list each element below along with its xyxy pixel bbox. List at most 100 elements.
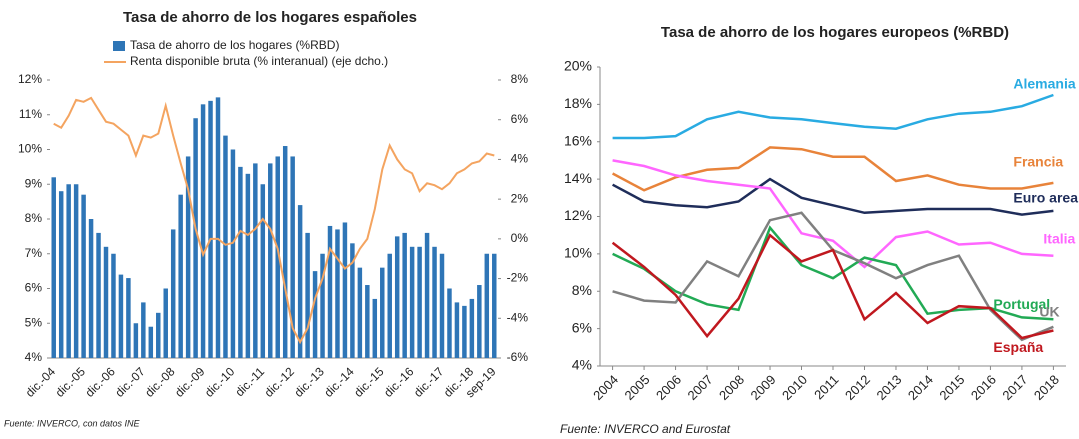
bar <box>357 267 363 358</box>
line-series <box>612 93 1054 140</box>
bar <box>185 156 191 358</box>
bar <box>200 104 206 358</box>
bar <box>417 246 422 358</box>
bar <box>454 302 460 358</box>
bar <box>320 253 325 358</box>
line-series <box>612 146 1054 192</box>
y-tick-label: 20% <box>564 58 592 74</box>
legend-label: Renta disponible bruta (% interanual) (e… <box>130 54 388 68</box>
series-label: Italia <box>1043 230 1075 246</box>
series-label: Euro area <box>1013 190 1078 206</box>
y-tick-label: 11% <box>19 107 42 121</box>
x-tick-label: dic.-09 <box>172 364 208 400</box>
y-tick-label: 6% <box>572 319 592 335</box>
source: Fuente: INVERCO and Eurostat <box>560 422 731 436</box>
y2-tick-label: -2% <box>507 271 529 285</box>
bar <box>88 219 94 358</box>
x-tick-label: dic.-10 <box>202 364 238 400</box>
bar <box>462 305 467 358</box>
source: Fuente: INVERCO, con datos INE <box>4 418 141 428</box>
bar <box>268 163 273 358</box>
bar <box>477 285 482 358</box>
x-tick-label: dic.-17 <box>411 364 447 400</box>
y-tick-label: 4% <box>25 350 43 364</box>
bar <box>51 177 56 358</box>
bar <box>447 288 452 358</box>
x-tick-label: dic.-06 <box>82 364 118 400</box>
bar <box>215 97 221 358</box>
y-tick-label: 6% <box>25 281 43 295</box>
bar <box>103 246 109 358</box>
y2-tick-label: 8% <box>511 72 529 86</box>
bar <box>111 253 116 358</box>
x-tick-label: 2016 <box>968 372 999 403</box>
bar <box>163 288 168 358</box>
y-tick-label: 14% <box>564 170 592 186</box>
x-tick-label: 2009 <box>748 372 779 403</box>
bar <box>275 156 280 358</box>
bar <box>238 166 243 358</box>
y2-tick-label: 0% <box>511 231 529 245</box>
bar <box>424 232 430 358</box>
x-tick-label: 2015 <box>936 372 967 403</box>
y2-tick-label: -4% <box>507 310 529 324</box>
series-label: España <box>993 339 1043 355</box>
x-tick-label: 2011 <box>811 372 841 402</box>
bar <box>297 205 303 358</box>
y2-tick-label: -6% <box>507 350 529 364</box>
y2-tick-label: 4% <box>511 152 529 166</box>
bar <box>342 222 348 358</box>
bar <box>305 232 310 358</box>
x-tick-label: dic.-16 <box>381 364 417 400</box>
x-tick-label: dic.-14 <box>321 364 357 400</box>
bar <box>260 184 266 358</box>
y-tick-label: 12% <box>564 207 592 223</box>
bar <box>133 323 139 358</box>
bar <box>365 285 370 358</box>
y-tick-label: 8% <box>572 282 592 298</box>
bar <box>170 229 176 358</box>
line-series <box>611 233 1054 340</box>
bar <box>148 326 154 358</box>
x-tick-label: 2014 <box>905 372 936 403</box>
line-series <box>53 96 495 345</box>
bar <box>290 156 295 358</box>
y-tick-label: 5% <box>25 315 43 329</box>
bar <box>372 298 378 358</box>
bar <box>156 312 161 358</box>
series-label: UK <box>1039 303 1059 319</box>
x-tick-label: dic.-08 <box>142 364 178 400</box>
y-tick-label: 16% <box>564 132 592 148</box>
x-tick-label: 2008 <box>716 372 747 403</box>
bar <box>394 236 400 358</box>
bar <box>312 271 318 358</box>
bar <box>230 149 236 358</box>
bar <box>484 253 490 358</box>
x-tick-label: 2018 <box>1031 372 1062 403</box>
legend-label: Tasa de ahorro de los hogares (%RBD) <box>130 38 339 52</box>
bar <box>387 253 392 358</box>
series-label: Francia <box>1013 154 1063 170</box>
series-label: Alemania <box>1013 76 1075 92</box>
bar <box>327 225 333 358</box>
line-series <box>612 159 1054 269</box>
x-tick-label: 2006 <box>653 372 684 403</box>
y2-tick-label: 6% <box>511 112 529 126</box>
bar <box>223 135 228 358</box>
y-tick-label: 7% <box>25 246 43 260</box>
x-tick-label: dic.-11 <box>232 364 267 399</box>
bar <box>245 173 251 358</box>
y-tick-label: 10% <box>18 142 42 156</box>
bar <box>335 229 340 358</box>
x-tick-label: 2004 <box>590 372 621 403</box>
series-label: Portugal <box>993 296 1050 312</box>
line-series <box>612 177 1054 216</box>
bar <box>81 194 86 358</box>
bar <box>126 278 131 358</box>
x-tick-label: dic.-15 <box>351 364 387 400</box>
x-tick-label: 2007 <box>685 372 716 403</box>
x-tick-label: 2013 <box>873 372 904 403</box>
x-tick-label: 2012 <box>842 372 873 403</box>
bar <box>208 100 213 358</box>
